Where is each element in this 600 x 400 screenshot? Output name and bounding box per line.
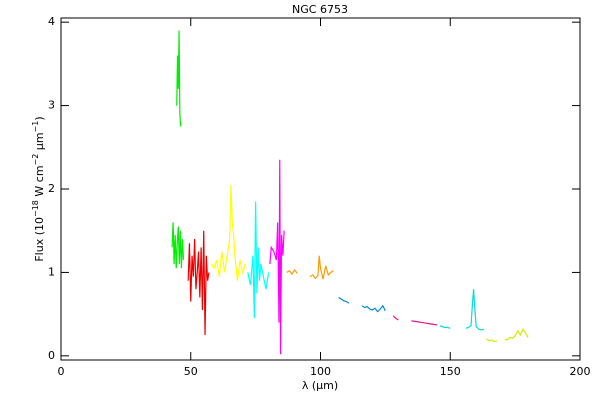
spectrum-line xyxy=(171,30,185,269)
x-tick-label: 200 xyxy=(570,365,591,378)
spectrum-line xyxy=(269,159,285,355)
y-tick-label: 1 xyxy=(48,265,55,278)
spectrum-line xyxy=(286,255,334,280)
x-tick-label: 50 xyxy=(184,365,198,378)
y-label-superscript: −2 xyxy=(31,154,40,166)
spectrum-line xyxy=(439,289,485,331)
spectrum-line xyxy=(187,230,210,335)
x-tick-label: 0 xyxy=(58,365,65,378)
y-tick-label: 4 xyxy=(48,15,55,28)
y-label-text: Flux (10 xyxy=(33,217,46,262)
spectrum-line xyxy=(338,296,386,313)
x-tick-label: 100 xyxy=(310,365,331,378)
x-axis-label: λ (μm) xyxy=(302,379,338,392)
y-label-text: ) xyxy=(33,116,46,120)
spectrum-line xyxy=(247,201,270,319)
y-label-superscript: −1 xyxy=(31,121,40,133)
y-tick-label: 2 xyxy=(48,182,55,195)
y-tick-label: 3 xyxy=(48,99,55,112)
plot-frame xyxy=(60,17,581,361)
y-label-text: μm xyxy=(33,132,46,153)
y-label-text: W cm xyxy=(33,165,46,200)
x-tick-label: 150 xyxy=(440,365,461,378)
y-label-superscript: −18 xyxy=(31,200,40,217)
y-axis-label: Flux (10−18 W cm−2 μm−1) xyxy=(31,116,47,261)
y-tick-label: 0 xyxy=(48,349,55,362)
spectrum-line xyxy=(486,327,529,343)
chart-title: NGC 6753 xyxy=(292,3,348,16)
spectrum-line xyxy=(211,184,246,281)
spectrum-line xyxy=(392,315,438,326)
